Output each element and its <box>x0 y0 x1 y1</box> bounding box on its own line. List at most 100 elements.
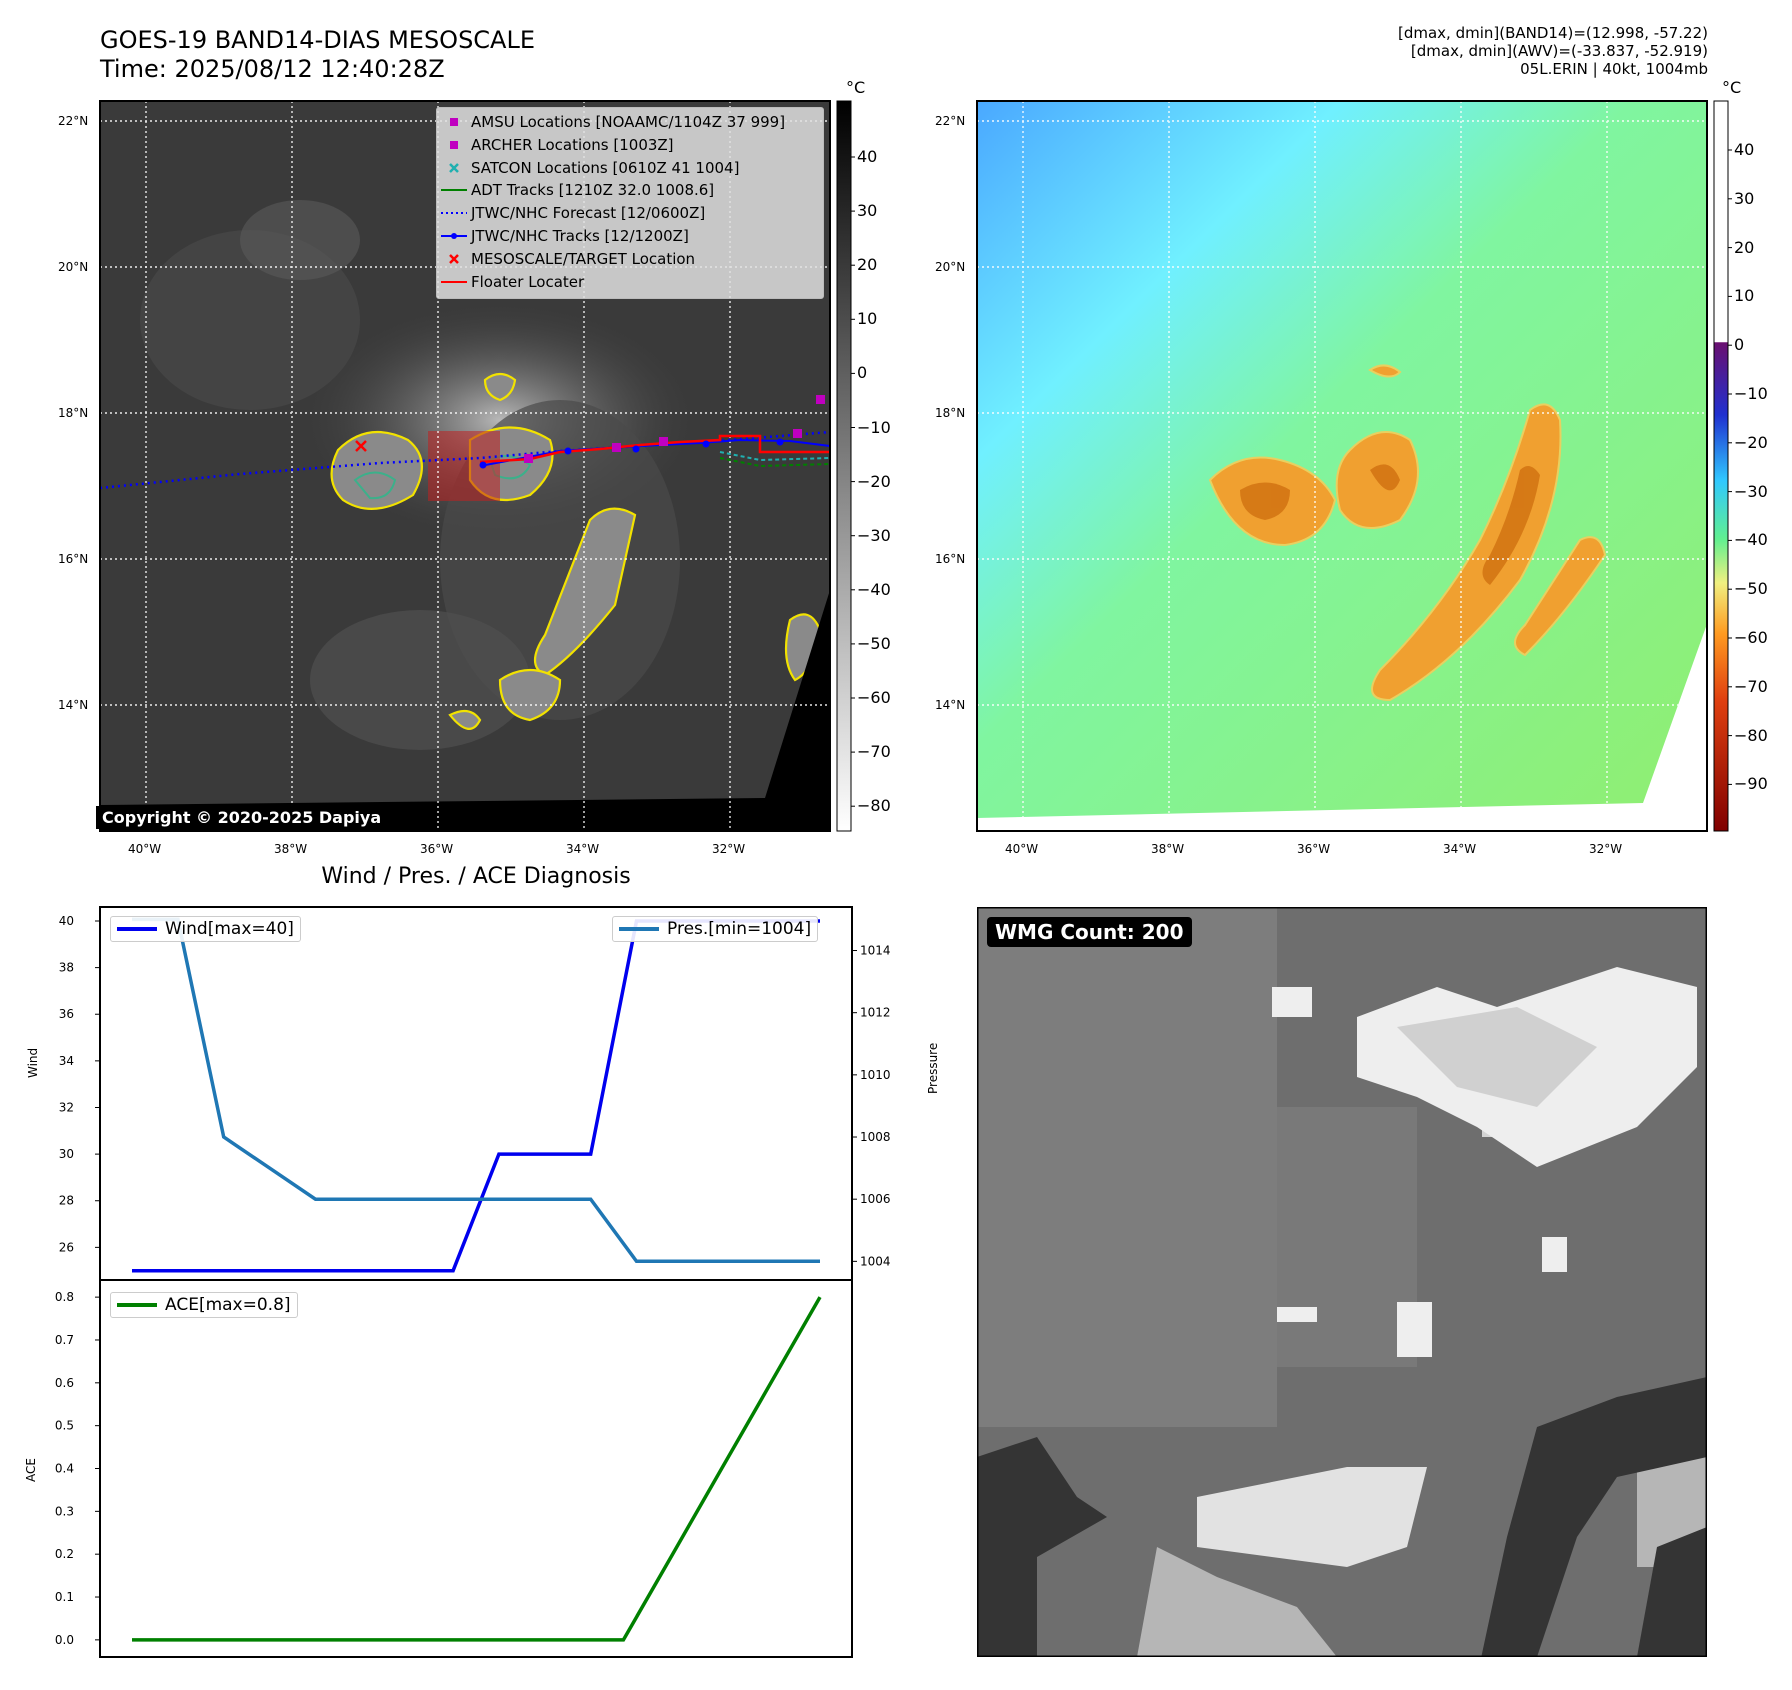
wv-lat-label: 14°N <box>935 698 966 712</box>
wv-colorbar-tick-label: 0 <box>1734 335 1745 355</box>
legend-label: JTWC/NHC Forecast [12/0600Z] <box>471 204 706 223</box>
ir-lat-label: 16°N <box>58 552 89 566</box>
wv-lon-label: 36°W <box>1297 842 1331 856</box>
chart-title: Wind / Pres. / ACE Diagnosis <box>321 864 631 889</box>
wv-lon-label: 38°W <box>1151 842 1185 856</box>
wv-lat-label: 16°N <box>935 552 966 566</box>
ace-axis-tick-label: 0.2 <box>55 1547 74 1561</box>
wv-lat-label: 22°N <box>935 114 966 128</box>
pressure-axis-tick-label: 1010 <box>860 1068 891 1082</box>
legend-label: ADT Tracks [1210Z 32.0 1008.6] <box>471 181 715 200</box>
wv-colorbar-tick-label: −70 <box>1734 676 1768 696</box>
wind-axis-tick-label: 40 <box>59 914 74 928</box>
pressure-axis-label: Pressure <box>926 1042 940 1094</box>
wv-colorbar-tick-label: −30 <box>1734 481 1768 501</box>
wv-lon-label: 40°W <box>1005 842 1039 856</box>
wv-colorbar-tick-label: 40 <box>1734 140 1755 159</box>
pressure-axis-tick-label: 1014 <box>860 944 891 958</box>
ace-series-line <box>132 1296 822 1642</box>
copyright-label: Copyright © 2020-2025 Dapiya <box>96 806 388 829</box>
legend-symbol <box>437 184 471 196</box>
wv-map-panel <box>976 100 1732 832</box>
storm-info: [dmax, dmin](BAND14)=(12.998, -57.22) [d… <box>1397 24 1708 78</box>
legend-label: ARCHER Locations [1003Z] <box>471 135 674 154</box>
legend-label: JTWC/NHC Tracks [12/1200Z] <box>471 227 689 245</box>
wv-colorbar-tick-label: −40 <box>1734 530 1768 550</box>
ace-axis-tick-label: 0.8 <box>55 1290 74 1304</box>
ir-colorbar-tick-label: 10 <box>857 309 878 329</box>
wv-colorbar-tick-label: −20 <box>1734 432 1768 452</box>
wv-colorbar-tick-label: 20 <box>1734 237 1755 257</box>
wv-lat-label: 18°N <box>935 406 966 420</box>
legend-label: AMSU Locations [NOAAMC/1104Z 37 999] <box>471 113 786 131</box>
ace-axis-tick-label: 0.7 <box>55 1333 74 1347</box>
wind-axis-label: Wind <box>26 1047 40 1078</box>
wv-colorbar-tick-label: 30 <box>1734 188 1755 208</box>
wv-colorbar-tick-label: 10 <box>1734 286 1755 306</box>
legend-symbol <box>437 276 471 288</box>
target-box <box>428 431 500 501</box>
wv-colorbar-tick-label: −50 <box>1734 579 1768 599</box>
ace-legend: ACE[max=0.8] <box>110 1292 298 1318</box>
wind-axis-tick-label: 32 <box>59 1100 74 1114</box>
figure-title: GOES-19 BAND14-DIAS MESOSCALE Time: 2025… <box>100 26 536 83</box>
ir-colorbar <box>836 100 852 832</box>
ir-colorbar-tick-label: −20 <box>857 471 891 491</box>
ir-legend: AMSU Locations [NOAAMC/1104Z 37 999] ARCH… <box>436 107 824 299</box>
legend-entry: AMSU Locations [NOAAMC/1104Z 37 999] <box>437 112 785 132</box>
wv-lon-label: 34°W <box>1443 842 1477 856</box>
wv-lon-label: 32°W <box>1589 842 1623 856</box>
legend-symbol <box>437 162 471 174</box>
wv-colorbar-tick-label: −80 <box>1734 725 1768 745</box>
ir-lon-label: 36°W <box>420 842 454 856</box>
forecast-track <box>99 430 831 490</box>
legend-entry: MESOSCALE/TARGET Location <box>437 249 695 269</box>
legend-entry: Floater Locater <box>437 272 584 292</box>
ir-lat-label: 22°N <box>58 114 89 128</box>
wind-legend: Wind[max=40] <box>110 916 301 942</box>
ace-axis-tick-label: 0.1 <box>55 1590 74 1604</box>
wv-colorbar-tick-label: −10 <box>1734 384 1768 403</box>
legend-label: SATCON Locations [0610Z 41 1004] <box>471 158 740 177</box>
legend-symbol <box>437 139 471 151</box>
ace-axis-label: ACE <box>24 1458 38 1482</box>
legend-entry: ADT Tracks [1210Z 32.0 1008.6] <box>437 180 714 200</box>
ir-lon-label: 32°W <box>712 842 746 856</box>
legend-symbol <box>437 230 471 242</box>
ace-axis-tick-label: 0.0 <box>55 1633 74 1647</box>
wind-axis-tick-label: 34 <box>59 1054 74 1068</box>
legend-entry: JTWC/NHC Forecast [12/0600Z] <box>437 203 705 223</box>
wind-axis-tick-label: 26 <box>59 1240 74 1254</box>
wmg-panel <box>977 907 1707 1657</box>
ir-colorbar-tick-label: 30 <box>857 201 878 221</box>
ace-axis-tick-label: 0.6 <box>55 1376 74 1390</box>
ir-lat-label: 18°N <box>58 406 89 420</box>
ir-lon-label: 34°W <box>566 842 600 856</box>
wind-axis-tick-label: 30 <box>59 1147 74 1161</box>
ir-colorbar-tick-label: 0 <box>857 363 868 383</box>
pressure-axis-tick-label: 1006 <box>860 1192 891 1206</box>
wind-axis-tick-label: 38 <box>59 961 74 975</box>
wind-axis-tick-label: 36 <box>59 1007 74 1021</box>
floater-track <box>479 434 830 464</box>
pressure-series-line <box>132 917 820 1264</box>
ace-axis-tick-label: 0.4 <box>55 1462 74 1476</box>
wmg-count-label: WMG Count: 200 <box>987 917 1192 947</box>
wv-colorbar-tick-label: −90 <box>1734 774 1768 794</box>
ir-colorbar-unit: °C <box>846 78 866 97</box>
legend-symbol <box>437 116 471 128</box>
ace-axis-tick-label: 0.3 <box>55 1504 74 1518</box>
pressure-axis-tick-label: 1012 <box>860 1006 891 1020</box>
ir-lon-label: 38°W <box>274 842 308 856</box>
wind-axis-tick-label: 28 <box>59 1194 74 1208</box>
legend-symbol <box>437 207 471 219</box>
wv-colorbar <box>1713 100 1729 832</box>
wv-lat-label: 20°N <box>935 260 966 274</box>
pressure-legend: Pres.[min=1004] <box>612 916 819 942</box>
ace-axis-tick-label: 0.5 <box>55 1419 74 1433</box>
wv-colorbar-tick-label: −60 <box>1734 628 1768 647</box>
ir-colorbar-tick-label: −40 <box>857 579 891 599</box>
wv-colorbar-unit: °C <box>1722 78 1742 97</box>
ir-lat-label: 14°N <box>58 698 89 712</box>
legend-label: MESOSCALE/TARGET Location <box>471 249 696 268</box>
